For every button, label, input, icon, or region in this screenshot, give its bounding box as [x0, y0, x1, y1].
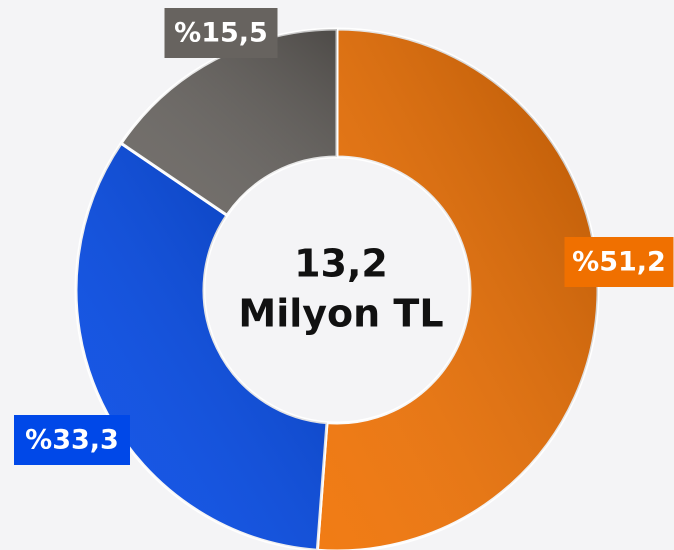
label-box: [164, 8, 278, 58]
label-box: [564, 237, 674, 287]
label-box: [14, 415, 130, 465]
slice-shade: [121, 29, 337, 216]
value-label: %51,2: [572, 247, 666, 278]
slice-shade: [76, 143, 327, 550]
slices: [74, 27, 600, 550]
center-unit: Milyon TL: [238, 292, 443, 336]
value-label: %15,5: [174, 18, 268, 49]
slice-shade: [317, 29, 598, 550]
value-label: %33,3: [25, 425, 119, 456]
center-value: 13,2: [294, 242, 388, 286]
